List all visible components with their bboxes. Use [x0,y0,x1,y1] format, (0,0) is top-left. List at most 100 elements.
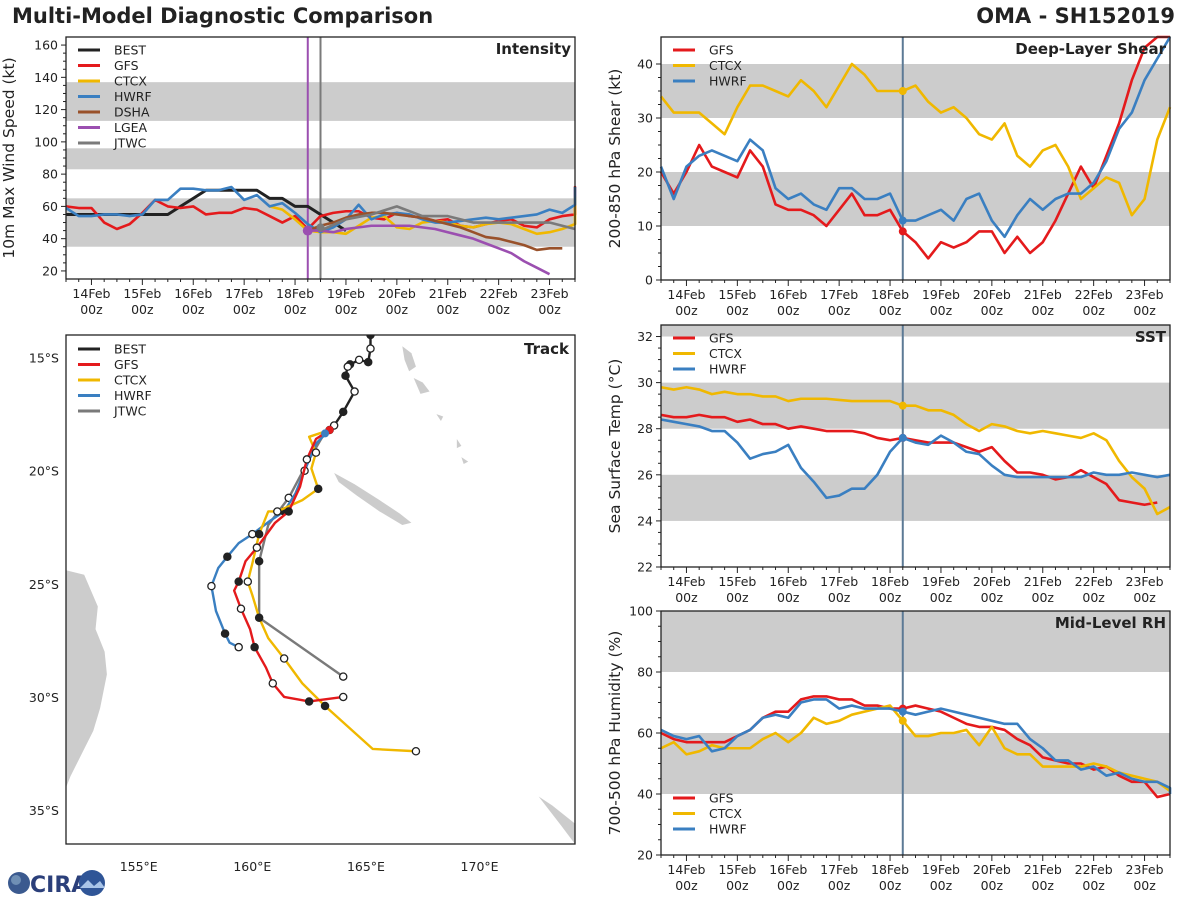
x-tick-label-date: 22Feb [480,286,518,301]
map-frame [65,334,576,845]
x-tick-label-date: 17Feb [820,862,858,877]
y-tick-label: 32 [637,329,653,344]
series-line-gfs [65,185,577,231]
track-point-best [350,387,359,396]
cira-logo-graphic: CIRA [8,870,105,898]
track-point-ctcx [313,484,323,494]
panel-title: Intensity [496,40,572,58]
series-line-ctcx [660,385,1171,516]
x-tick-label-hour: 00z [777,878,800,893]
x-tick-label-date: 19Feb [922,862,960,877]
track-point-hwrf [207,581,216,591]
track-point-best [338,407,348,417]
x-tick-label-date: 20Feb [973,287,1011,302]
x-tick-label-date: 21Feb [1024,287,1062,302]
x-tick-label-date: 18Feb [871,287,909,302]
forecast-start-marker-gfs [898,227,907,236]
series-line-dsha [307,211,563,252]
track-point-gfs [302,455,312,464]
x-tick-label-hour: 00z [182,302,205,317]
y-tick-label: 40 [637,787,653,802]
track-point-ctcx [243,577,253,586]
x-tick-label-date: 21Feb [429,286,467,301]
init-marker-hwrf [321,429,330,438]
plot-frame [660,36,1171,281]
x-tick-label-hour: 00z [1082,303,1105,318]
x-tick-label-hour: 00z [80,302,103,317]
panel-title: Track [524,340,570,358]
shaded-band [661,733,1170,794]
x-tick-label-date: 18Feb [871,574,909,589]
y-tick-label: 20 [637,848,653,863]
x-tick-label-hour: 00z [930,878,953,893]
y-tick-label: 100 [629,604,653,619]
track-point-gfs [250,642,259,652]
track-line-best [328,335,372,431]
plot-frame [65,36,576,280]
y-tick-label: 20 [42,263,58,278]
series-line-lgea [307,224,551,276]
land-mass [402,346,416,372]
forecast-start-marker-hwrf [898,433,907,442]
land-mass [461,457,469,464]
legend-label-ctcx: CTCX [114,74,147,89]
ramm-icon [79,870,105,896]
forecast-start-marker-ctcx [898,716,907,725]
x-tick-label-hour: 00z [930,590,953,605]
x-tick-label-hour: 00z [930,303,953,318]
logo-text: CIRA [30,873,88,898]
y-tick-label: 28 [637,421,653,436]
x-tick-label-date: 23Feb [531,286,569,301]
x-tick-label-date: 22Feb [1075,574,1113,589]
chart-track: 15°S 20°S 25°S 30°S 35°S 155°E 160°E 165°E 170°E… [29,334,576,874]
globe-highlight [11,875,21,885]
legend-label-best: BEST [114,342,146,357]
x-tick-label-date: 15Feb [718,574,756,589]
legend-label-ctcx: CTCX [709,346,742,361]
lon-tick-label: 160°E [233,859,271,874]
y-tick-label: 30 [637,111,653,126]
track-point-best [341,371,350,380]
y-tick-label: 160 [34,38,58,53]
track-point-ctcx [254,529,264,539]
track-lines [207,335,421,756]
shaded-band [661,325,1170,337]
x-tick-label-date: 17Feb [225,286,263,301]
x-tick-label-hour: 00z [1133,590,1156,605]
x-tick-label-date: 16Feb [769,574,807,589]
x-tick-label-date: 16Feb [769,862,807,877]
x-tick-label-hour: 00z [284,302,307,317]
series-line-hwrf [65,185,577,234]
x-tick-label-date: 15Feb [718,287,756,302]
x-tick-label-date: 23Feb [1126,862,1164,877]
legend-label-best: BEST [114,43,146,58]
x-tick-label-date: 20Feb [973,574,1011,589]
x-tick-label-date: 22Feb [1075,287,1113,302]
lat-tick-label: 35°S [29,803,59,818]
track-point-ctcx [411,746,421,756]
x-tick-label-hour: 00z [1082,878,1105,893]
legend-label-ctcx: CTCX [114,373,147,388]
chart-sst: 22242628303214Feb00z15Feb00z16Feb00z17Fe… [606,324,1171,605]
track-point-ctcx [311,448,321,457]
x-tick-label-hour: 00z [777,590,800,605]
series-line-hwrf [659,36,1172,239]
x-tick-label-hour: 00z [828,303,851,318]
x-tick-label-hour: 00z [131,302,154,317]
lat-tick-label: 30°S [29,690,59,705]
track-point-hwrf [220,629,230,638]
y-tick-label: 26 [637,467,653,482]
x-tick-label-hour: 00z [726,878,749,893]
x-tick-label-hour: 00z [538,302,561,317]
legend-label-jtwc: JTWC [113,136,147,151]
legend-label-gfs: GFS [709,43,734,58]
panel-title: SST [1135,328,1167,346]
legend-label-hwrf: HWRF [709,362,747,377]
x-tick-label-date: 17Feb [820,287,858,302]
y-tick-label: 20 [637,165,653,180]
mountain-shape [80,880,105,888]
lon-tick-label: 170°E [461,859,499,874]
series-line-ctcx [660,704,1171,793]
legend-label-hwrf: HWRF [709,822,747,837]
